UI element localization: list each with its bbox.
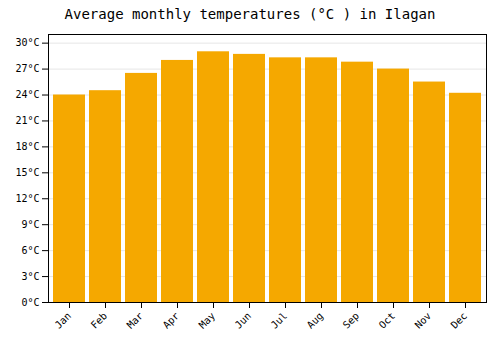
svg-text:3°C: 3°C bbox=[21, 271, 39, 282]
svg-text:Jun: Jun bbox=[233, 310, 254, 331]
svg-text:Dec: Dec bbox=[449, 310, 470, 331]
svg-text:Feb: Feb bbox=[89, 310, 110, 331]
svg-text:Oct: Oct bbox=[377, 310, 398, 331]
svg-text:Mar: Mar bbox=[125, 310, 146, 331]
svg-text:Jul: Jul bbox=[269, 310, 290, 331]
svg-text:12°C: 12°C bbox=[15, 193, 39, 204]
svg-text:21°C: 21°C bbox=[15, 115, 39, 126]
svg-text:Nov: Nov bbox=[413, 310, 434, 331]
svg-text:9°C: 9°C bbox=[21, 219, 39, 230]
svg-text:Jan: Jan bbox=[53, 310, 74, 331]
svg-text:Sep: Sep bbox=[341, 310, 362, 331]
svg-text:24°C: 24°C bbox=[15, 89, 39, 100]
svg-text:15°C: 15°C bbox=[15, 167, 39, 178]
svg-text:30°C: 30°C bbox=[15, 37, 39, 48]
svg-text:27°C: 27°C bbox=[15, 63, 39, 74]
html-text:Average monthly temperatures (: Average monthly temperatures (°C ) in Il… bbox=[64, 6, 436, 22]
svg-text:18°C: 18°C bbox=[15, 141, 39, 152]
svg-text:Aug: Aug bbox=[305, 310, 326, 331]
svg-text:Apr: Apr bbox=[161, 310, 182, 331]
svg-text:May: May bbox=[197, 310, 218, 331]
svg-text:0°C: 0°C bbox=[21, 297, 39, 308]
svg-text:6°C: 6°C bbox=[21, 245, 39, 256]
